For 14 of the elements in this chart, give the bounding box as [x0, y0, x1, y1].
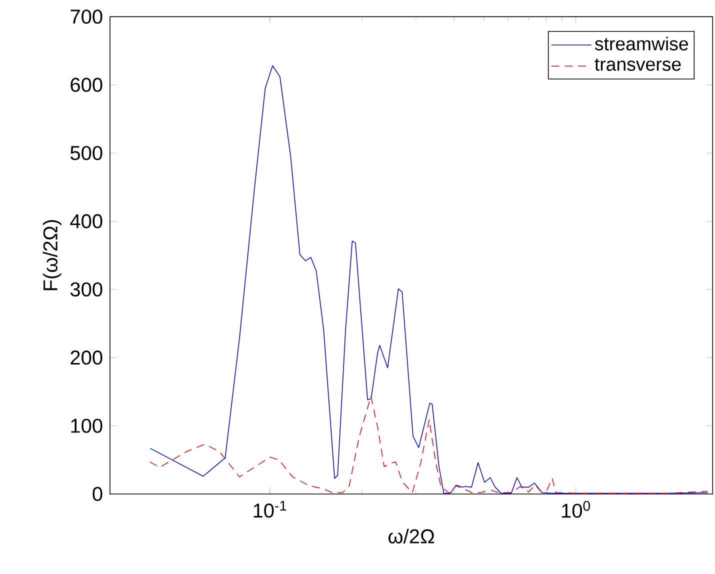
y-tick-label: 300: [70, 282, 102, 296]
x-axis-title: ω/2Ω: [388, 528, 434, 544]
y-tick-label: 200: [70, 350, 102, 365]
x-tick-label: 10$^{0}$: [562, 500, 590, 518]
x-tick-label: 10$^{-1}$: [254, 500, 286, 518]
y-tick-label: 0: [92, 486, 102, 502]
y-axis-title: F(ω/2Ω): [42, 220, 62, 290]
legend-label: transverse: [594, 58, 681, 71]
y-tick-label: 700: [70, 10, 102, 24]
legend-label: streamwise: [594, 36, 688, 50]
y-tick-label: 500: [70, 146, 102, 160]
y-tick-label: 100: [71, 418, 102, 433]
y-tick-label: 600: [70, 78, 102, 92]
y-tick-label: 400: [70, 214, 102, 228]
